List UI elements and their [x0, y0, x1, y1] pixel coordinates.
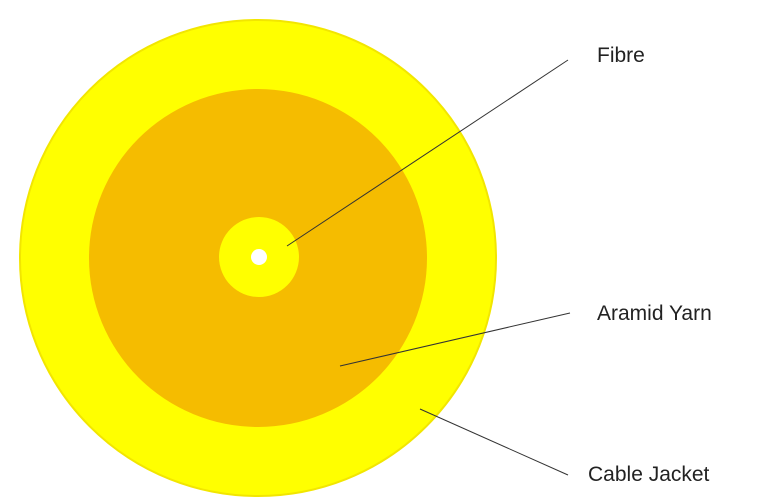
aramid-yarn-label: Aramid Yarn	[597, 302, 712, 325]
fibre-core	[251, 249, 267, 265]
cable-jacket-leader-line	[419, 408, 569, 476]
fibre-label: Fibre	[597, 44, 645, 67]
aramid-yarn-leader-line	[339, 312, 571, 367]
fibre-leader-line	[286, 59, 569, 247]
cable-jacket-label: Cable Jacket	[588, 463, 710, 486]
